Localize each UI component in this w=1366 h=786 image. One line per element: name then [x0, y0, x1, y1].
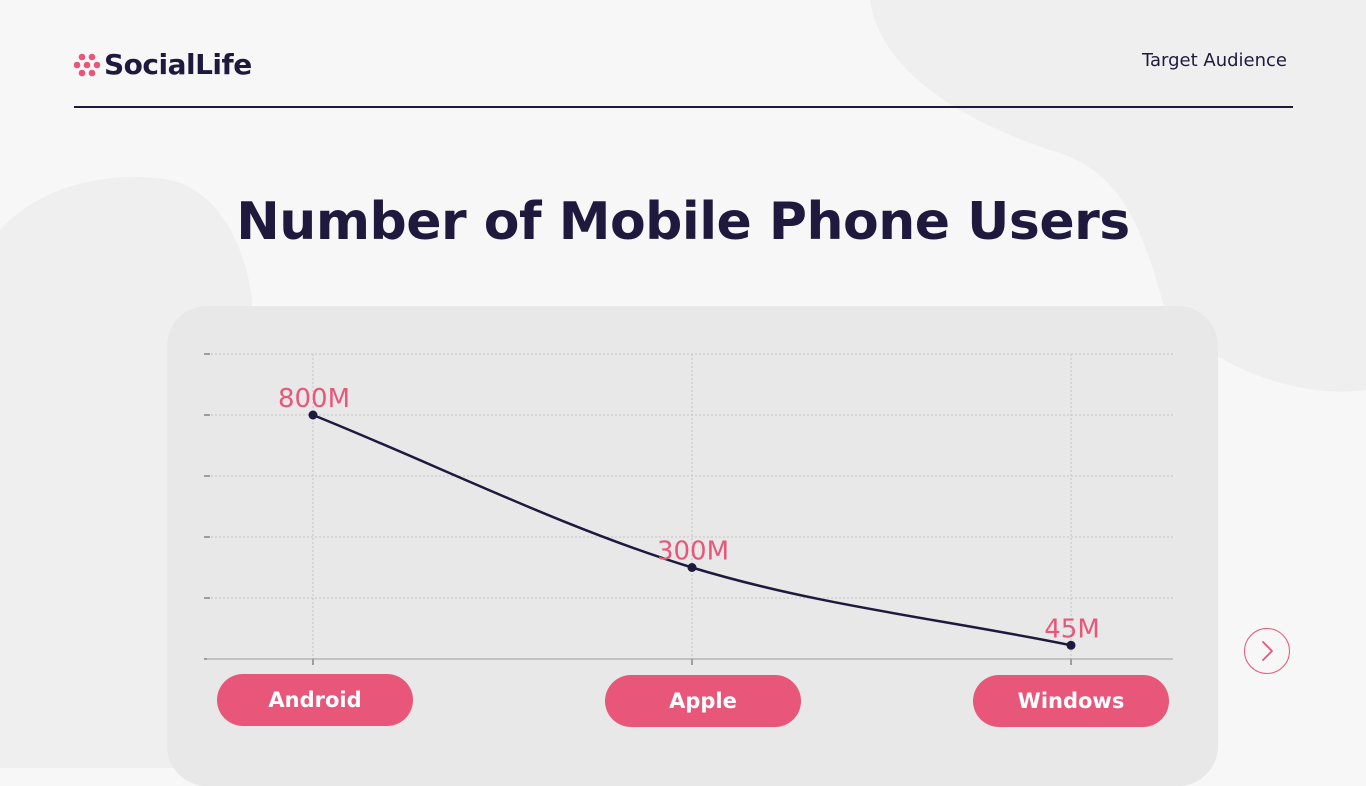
- category-label: Windows: [973, 675, 1169, 727]
- page-title: Number of Mobile Phone Users: [236, 192, 1130, 252]
- logo: SocialLife: [74, 48, 252, 81]
- data-point: [687, 563, 697, 572]
- dots-logo-icon: [74, 53, 100, 76]
- category-label: Android: [217, 674, 413, 726]
- chart-card: 800M 300M 45M Android Apple Windows: [167, 306, 1218, 786]
- chevron-right-icon: [1262, 641, 1273, 661]
- brand-name: SocialLife: [104, 48, 252, 81]
- data-label: 45M: [1044, 614, 1100, 644]
- next-slide-button[interactable]: [1244, 628, 1290, 674]
- data-label: 300M: [657, 537, 729, 567]
- header: SocialLife Target Audience: [74, 44, 1293, 108]
- data-point: [308, 410, 318, 420]
- line-chart: 800M 300M 45M: [204, 353, 1173, 665]
- data-point: [1066, 640, 1076, 650]
- section-label: Target Audience: [1141, 50, 1287, 71]
- category-label: Apple: [605, 675, 801, 727]
- data-label: 800M: [278, 384, 350, 414]
